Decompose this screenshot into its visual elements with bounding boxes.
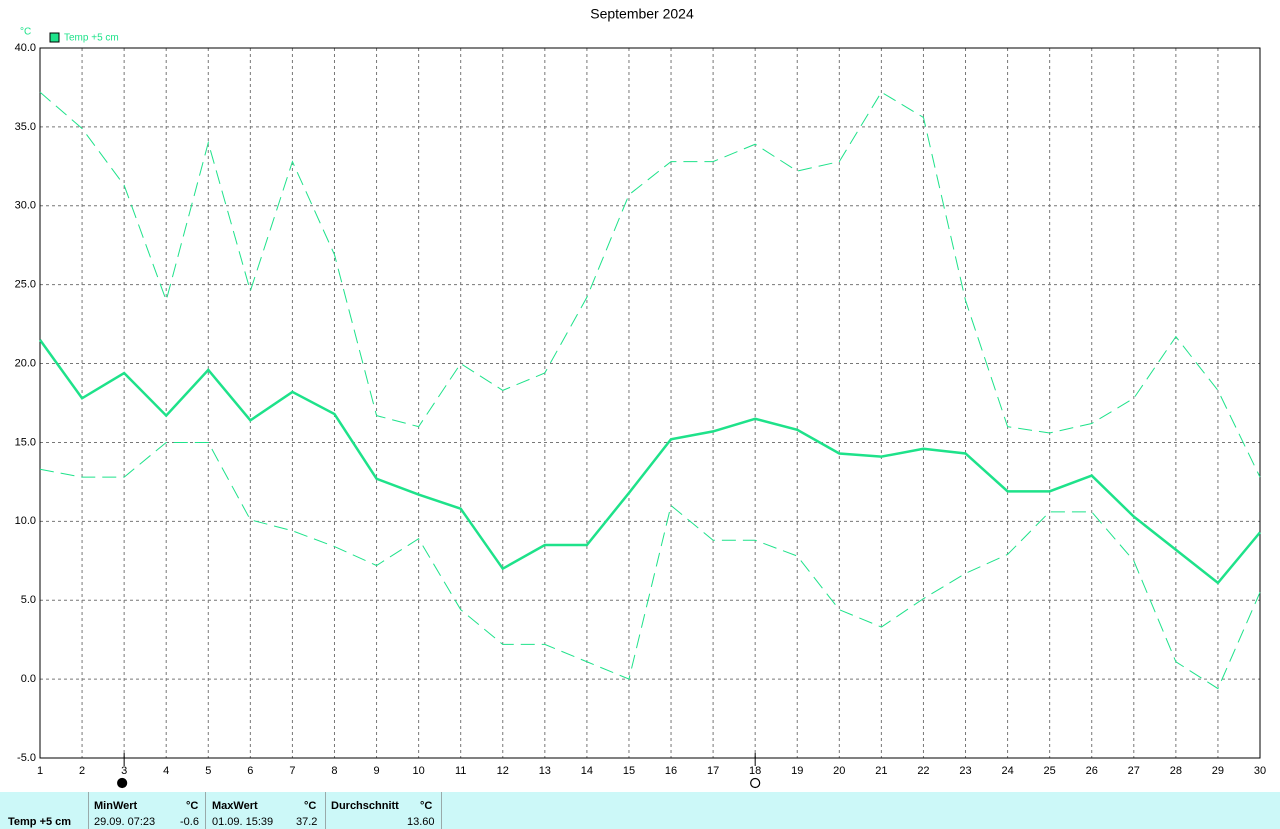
x-tick-label: 9 [373, 765, 379, 777]
separator [441, 792, 442, 829]
summary-table: Temp +5 cm MinWert °C 29.09. 07:23 -0.6 … [0, 792, 1280, 829]
chart: September 2024 °C -5.0 0.0 5.0 10.0 15.0 20.0… [15, 6, 1266, 789]
x-tick-label: 25 [1044, 765, 1056, 777]
x-tick-label: 4 [163, 765, 169, 777]
min-unit: °C [186, 800, 199, 812]
x-tick-label: 23 [959, 765, 971, 777]
x-tick-label: 24 [1001, 765, 1013, 777]
chart-title: September 2024 [590, 6, 694, 22]
y-tick-label: 35.0 [15, 121, 36, 133]
legend-label: Temp +5 cm [64, 33, 119, 44]
x-tick-label: 17 [707, 765, 719, 777]
y-tick-label: 15.0 [15, 436, 36, 448]
y-tick-label: 10.0 [15, 515, 36, 527]
x-tick-label: 14 [581, 765, 593, 777]
x-tick-label: 21 [875, 765, 887, 777]
max-label: MaxWert [212, 800, 258, 812]
x-tick-label: 13 [539, 765, 551, 777]
x-tick-label: 30 [1254, 765, 1266, 777]
x-tick-label: 12 [497, 765, 509, 777]
moon-symbol [750, 777, 761, 789]
x-tick-label: 28 [1170, 765, 1182, 777]
x-tick-label: 15 [623, 765, 635, 777]
series-line [38, 339, 1261, 585]
max-unit: °C [304, 800, 317, 812]
avg-label: Durchschnitt [331, 800, 399, 812]
min-time: 29.09. 07:23 [94, 816, 156, 828]
y-tick-label: 40.0 [15, 42, 36, 54]
separator [88, 792, 89, 829]
avg-value: 13.60 [407, 816, 435, 828]
x-tick-label: 22 [917, 765, 929, 777]
x-tick-label: 10 [412, 765, 424, 777]
min-value: -0.6 [180, 816, 199, 828]
avg-unit: °C [420, 800, 433, 812]
y-tick-label: -5.0 [17, 752, 36, 764]
y-tick-label: 30.0 [15, 200, 36, 212]
max-value: 37.2 [296, 816, 318, 828]
moon-symbol [117, 777, 128, 789]
y-tick-label: 20.0 [15, 357, 36, 369]
series-line [39, 441, 1261, 690]
legend-swatch [49, 32, 60, 43]
x-tick-label: 16 [665, 765, 677, 777]
separator [325, 792, 326, 829]
x-tick-label: 7 [289, 765, 295, 777]
y-tick-label: 0.0 [21, 673, 36, 685]
x-tick-label: 20 [833, 765, 845, 777]
y-tick-label: 25.0 [15, 279, 36, 291]
x-tick-label: 6 [247, 765, 253, 777]
x-tick-label: 5 [205, 765, 211, 777]
sensor-name: Temp +5 cm [8, 816, 72, 828]
plot-border [39, 47, 1261, 759]
separator [205, 792, 206, 829]
x-tick-label: 18 [749, 765, 761, 777]
x-tick-label: 29 [1212, 765, 1224, 777]
min-label: MinWert [94, 800, 138, 812]
x-tick-label: 8 [331, 765, 337, 777]
x-tick-label: 3 [121, 765, 127, 777]
y-tick-label: 5.0 [21, 594, 36, 606]
series-line [39, 91, 1261, 478]
x-tick-label: 27 [1128, 765, 1140, 777]
x-tick-label: 19 [791, 765, 803, 777]
x-tick-label: 11 [455, 765, 466, 777]
x-tick-label: 2 [79, 765, 85, 777]
max-time: 01.09. 15:39 [212, 816, 274, 828]
y-axis-label: °C [20, 27, 31, 38]
x-tick-label: 26 [1086, 765, 1098, 777]
x-tick-label: 1 [37, 765, 43, 777]
